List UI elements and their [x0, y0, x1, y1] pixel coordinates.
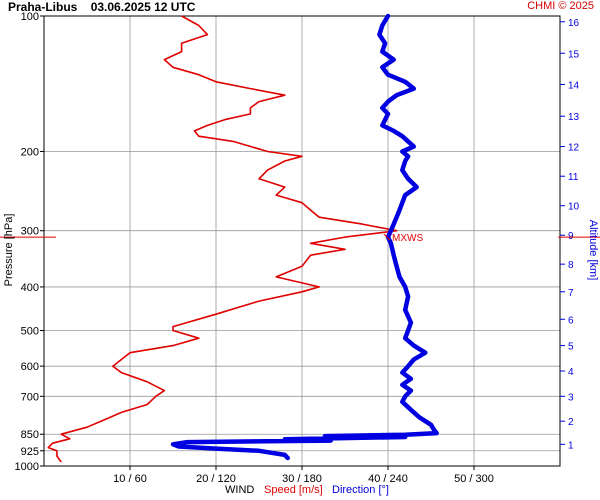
wind-tick-label: 40 / 240: [368, 473, 408, 485]
altitude-tick-label: 8: [568, 260, 574, 271]
direction-series-line: [170, 13, 439, 461]
speed-series-line: [47, 15, 398, 463]
altitude-axis-label: Altitude [km]: [587, 220, 599, 281]
sounding-datetime: 03.06.2025 12 UTC: [90, 0, 196, 14]
altitude-tick-label: 3: [568, 392, 574, 403]
altitude-tick-label: 5: [568, 342, 574, 353]
altitude-tick-label: 13: [568, 112, 580, 123]
wind-axis-ticks: 10 / 60 20 / 120 30 / 180 40 / 240 50 / 300: [113, 466, 494, 485]
pressure-tick-label: 200: [21, 146, 39, 158]
pressure-tick-label: 100: [21, 11, 39, 23]
pressure-tick-label: 600: [21, 361, 39, 373]
mxws-annotation: MXWS: [392, 233, 423, 244]
wind-tick-label: 20 / 120: [196, 473, 236, 485]
altitude-tick-label: 10: [568, 202, 580, 213]
grid: [44, 15, 560, 467]
pressure-tick-label: 925: [21, 446, 39, 458]
altitude-tick-label: 11: [568, 172, 579, 183]
x-axis-label-wind: WIND: [225, 484, 255, 496]
pressure-tick-label: 1000: [15, 461, 39, 473]
altitude-tick-label: 2: [568, 417, 574, 428]
altitude-tick-label: 15: [568, 49, 580, 60]
station-name: Praha-Libus: [8, 0, 78, 14]
mxws-marker-tick: [383, 233, 391, 241]
altitude-tick-label: 4: [568, 367, 574, 378]
pressure-axis-label: Pressure [hPa]: [3, 214, 15, 287]
station-datetime-title: Praha-Libus 03.06.2025 12 UTC: [8, 0, 195, 14]
wind-tick-label: 50 / 300: [454, 473, 494, 485]
altitude-axis-ticks: 12345678910111213141516: [560, 18, 580, 451]
wind-tick-label: 30 / 180: [282, 473, 322, 485]
altitude-tick-label: 16: [568, 18, 580, 29]
x-axis-label-direction: Direction [°]: [332, 484, 389, 496]
altitude-tick-label: 7: [568, 288, 574, 299]
pressure-tick-label: 700: [21, 391, 39, 403]
wind-tick-label: 10 / 60: [113, 473, 147, 485]
altitude-tick-label: 12: [568, 143, 580, 154]
credit-label: CHMI © 2025: [527, 0, 594, 12]
altitude-tick-label: 1: [568, 440, 574, 451]
altitude-tick-label: 6: [568, 315, 574, 326]
altitude-tick-label: 14: [568, 81, 580, 92]
pressure-axis-ticks: 100 200 300 400 500 600 700 850 925 1000: [15, 11, 44, 473]
x-axis-label-speed: Speed [m/s]: [264, 484, 323, 496]
pressure-tick-label: 300: [21, 226, 39, 238]
pressure-tick-label: 500: [21, 326, 39, 338]
pressure-tick-label: 400: [21, 282, 39, 294]
pressure-tick-label: 850: [21, 429, 39, 441]
